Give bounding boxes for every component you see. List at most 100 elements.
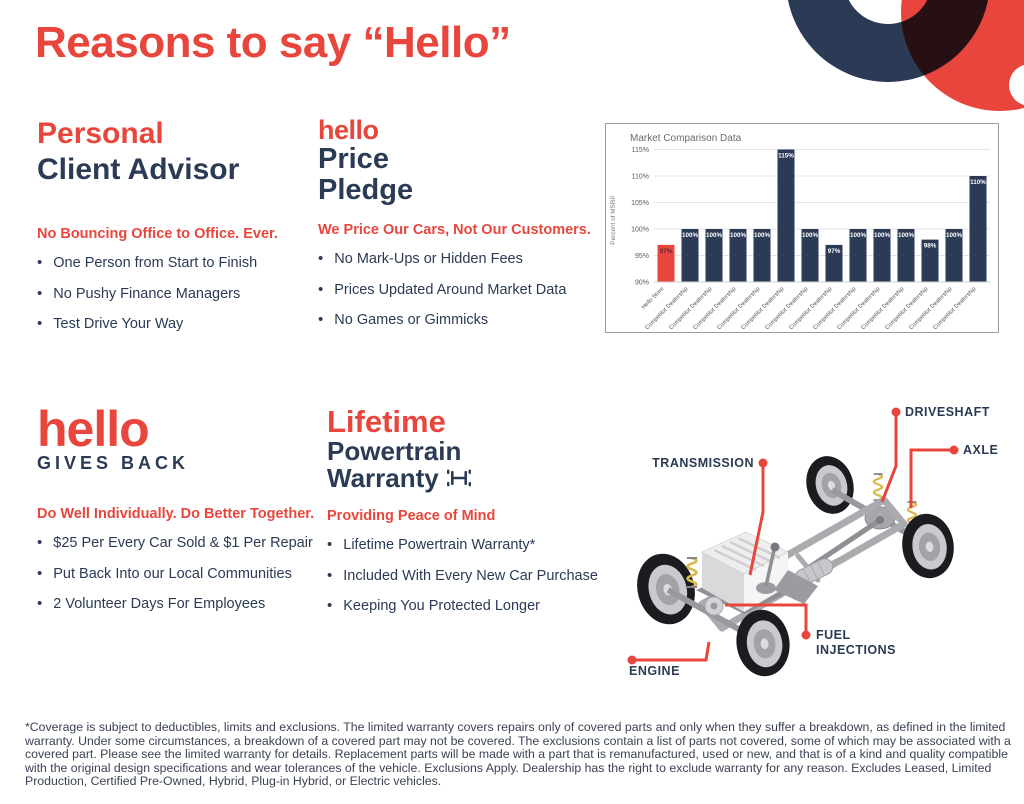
bullet-text: Test Drive Your Way bbox=[53, 316, 184, 332]
svg-text:Competitor Dealership: Competitor Dealership bbox=[644, 286, 689, 330]
section-heading: hello Price Pledge bbox=[318, 116, 593, 206]
bullet-item: • Keeping You Protected Longer bbox=[327, 598, 612, 614]
svg-text:Competitor Dealership: Competitor Dealership bbox=[908, 286, 953, 330]
svg-text:97%: 97% bbox=[660, 248, 673, 255]
heading-line3: Pledge bbox=[318, 174, 414, 206]
bullet-text: Included With Every New Car Purchase bbox=[343, 567, 598, 584]
bullet-list: • $25 Per Every Car Sold & $1 Per Repair … bbox=[37, 534, 322, 612]
label-engine: ENGINE bbox=[629, 664, 680, 678]
svg-text:115%: 115% bbox=[632, 147, 649, 154]
bullet-item: • $25 Per Every Car Sold & $1 Per Repair bbox=[37, 534, 322, 551]
svg-text:Competitor Dealership: Competitor Dealership bbox=[932, 286, 977, 330]
svg-text:100%: 100% bbox=[850, 232, 867, 239]
svg-text:Competitor Dealership: Competitor Dealership bbox=[740, 286, 785, 330]
bullet-dot: • bbox=[37, 595, 43, 612]
bullet-dot: • bbox=[37, 254, 43, 271]
bullet-item: • Included With Every New Car Purchase bbox=[327, 566, 612, 584]
callout-lines bbox=[632, 412, 954, 662]
bullet-dot: • bbox=[37, 564, 43, 582]
svg-text:Competitor Dealership: Competitor Dealership bbox=[812, 286, 857, 330]
svg-text:Competitor Dealership: Competitor Dealership bbox=[764, 286, 809, 330]
chart-plot-area: 90% 95% 100% 105% 110% 115% 97% Hello Store 100%… bbox=[631, 147, 990, 330]
svg-text:110%: 110% bbox=[632, 174, 649, 181]
hello-wordmark: hello bbox=[37, 401, 150, 457]
powertrain-icon bbox=[446, 469, 471, 487]
svg-text:Competitor Dealership: Competitor Dealership bbox=[716, 286, 761, 330]
bullet-item: • Put Back Into our Local Communities bbox=[37, 564, 322, 582]
red-ring bbox=[901, 0, 1024, 111]
rear-wheel-left bbox=[799, 450, 861, 520]
callout-dots bbox=[627, 407, 959, 665]
label-axle: AXLE bbox=[963, 443, 998, 457]
chart-ylabel: Percent of MSRP bbox=[610, 195, 617, 244]
svg-text:105%: 105% bbox=[631, 200, 649, 207]
market-comparison-chart: Market Comparison Data Percent of MSRP 9… bbox=[605, 123, 999, 333]
bullet-dot: • bbox=[318, 250, 324, 267]
section-subhead: No Bouncing Office to Office. Ever. bbox=[37, 226, 278, 242]
heading-line2: Client Advisor bbox=[37, 153, 240, 186]
heading-line2: Powertrain bbox=[327, 436, 462, 466]
bullet-text: Prices Updated Around Market Data bbox=[334, 281, 567, 298]
bullet-text: Put Back Into our Local Communities bbox=[53, 565, 292, 582]
label-fuel-line2: INJECTIONS bbox=[816, 643, 896, 657]
bullet-dot: • bbox=[37, 284, 43, 302]
bullet-dot: • bbox=[37, 315, 43, 332]
page-title: Reasons to say “Hello” bbox=[35, 18, 511, 67]
svg-text:Competitor Dealership: Competitor Dealership bbox=[836, 286, 881, 330]
rear-spring-left bbox=[872, 472, 884, 502]
bullet-text: No Games or Gimmicks bbox=[334, 312, 489, 328]
section-heading: hello GIVES BACK bbox=[37, 401, 322, 474]
front-wheel-left bbox=[629, 547, 703, 631]
heading-line3-text: Warranty bbox=[327, 463, 439, 493]
svg-text:95%: 95% bbox=[635, 253, 649, 260]
svg-text:Competitor Dealership: Competitor Dealership bbox=[788, 286, 833, 330]
bullet-list: • No Mark-Ups or Hidden Fees • Prices Upda… bbox=[318, 250, 593, 328]
chassis-diagram: DRIVESHAFT AXLE TRANSMISSION FUEL INJECT… bbox=[627, 405, 998, 680]
bullet-dot: • bbox=[327, 566, 333, 584]
warranty-disclaimer: *Coverage is subject to deductibles, lim… bbox=[25, 720, 1011, 789]
svg-text:90%: 90% bbox=[635, 280, 649, 287]
svg-text:98%: 98% bbox=[924, 243, 937, 250]
svg-text:100%: 100% bbox=[802, 232, 819, 239]
heading-line2: Price bbox=[318, 143, 389, 175]
section-heading: Personal Client Advisor bbox=[37, 116, 302, 188]
svg-text:100%: 100% bbox=[946, 232, 963, 239]
svg-text:Competitor Dealership: Competitor Dealership bbox=[668, 286, 713, 330]
brand-rings-decoration bbox=[788, 0, 1024, 111]
heading-accent: Lifetime bbox=[327, 404, 446, 439]
bullet-list: • Lifetime Powertrain Warranty* • Included… bbox=[327, 537, 612, 614]
svg-text:100%: 100% bbox=[682, 232, 699, 239]
bullet-text: $25 Per Every Car Sold & $1 Per Repair bbox=[53, 535, 313, 551]
svg-text:100%: 100% bbox=[898, 232, 915, 239]
heading-line3: Warranty bbox=[327, 465, 612, 492]
svg-text:100%: 100% bbox=[874, 232, 891, 239]
transmission-bell bbox=[774, 570, 818, 604]
svg-text:Competitor Dealership: Competitor Dealership bbox=[692, 286, 737, 330]
bullet-item: • No Mark-Ups or Hidden Fees bbox=[318, 250, 593, 267]
section-subhead: Do Well Individually. Do Better Together… bbox=[37, 506, 315, 522]
bullet-dot: • bbox=[318, 280, 324, 298]
svg-text:Competitor Dealership: Competitor Dealership bbox=[860, 286, 905, 330]
heading-line2: GIVES BACK bbox=[37, 453, 190, 473]
svg-text:115%: 115% bbox=[778, 153, 794, 160]
section-personal-client-advisor: Personal Client Advisor No Bouncing Offi… bbox=[37, 116, 302, 348]
section-heading: Lifetime Powertrain Warranty bbox=[327, 406, 612, 492]
engine-block bbox=[696, 531, 818, 616]
bullet-item: • One Person from Start to Finish bbox=[37, 254, 302, 271]
bullet-item: • Prices Updated Around Market Data bbox=[318, 280, 593, 298]
svg-text:Hello Store: Hello Store bbox=[641, 286, 666, 311]
svg-text:100%: 100% bbox=[730, 232, 747, 239]
label-transmission: TRANSMISSION bbox=[652, 456, 754, 470]
bullet-text: No Mark-Ups or Hidden Fees bbox=[334, 251, 523, 267]
bullet-dot: • bbox=[37, 534, 43, 551]
bullet-item: • No Games or Gimmicks bbox=[318, 312, 593, 328]
bullet-text: Keeping You Protected Longer bbox=[343, 598, 540, 614]
bullet-item: • No Pushy Finance Managers bbox=[37, 284, 302, 302]
label-fuel-line1: FUEL bbox=[816, 628, 851, 642]
bullet-text: No Pushy Finance Managers bbox=[53, 285, 241, 302]
section-subhead: We Price Our Cars, Not Our Customers. bbox=[318, 222, 591, 238]
section-subhead: Providing Peace of Mind bbox=[327, 508, 496, 524]
hello-wordmark: hello bbox=[318, 115, 379, 145]
bar-chart: Market Comparison Data Percent of MSRP 9… bbox=[610, 133, 990, 330]
svg-text:100%: 100% bbox=[706, 232, 723, 239]
